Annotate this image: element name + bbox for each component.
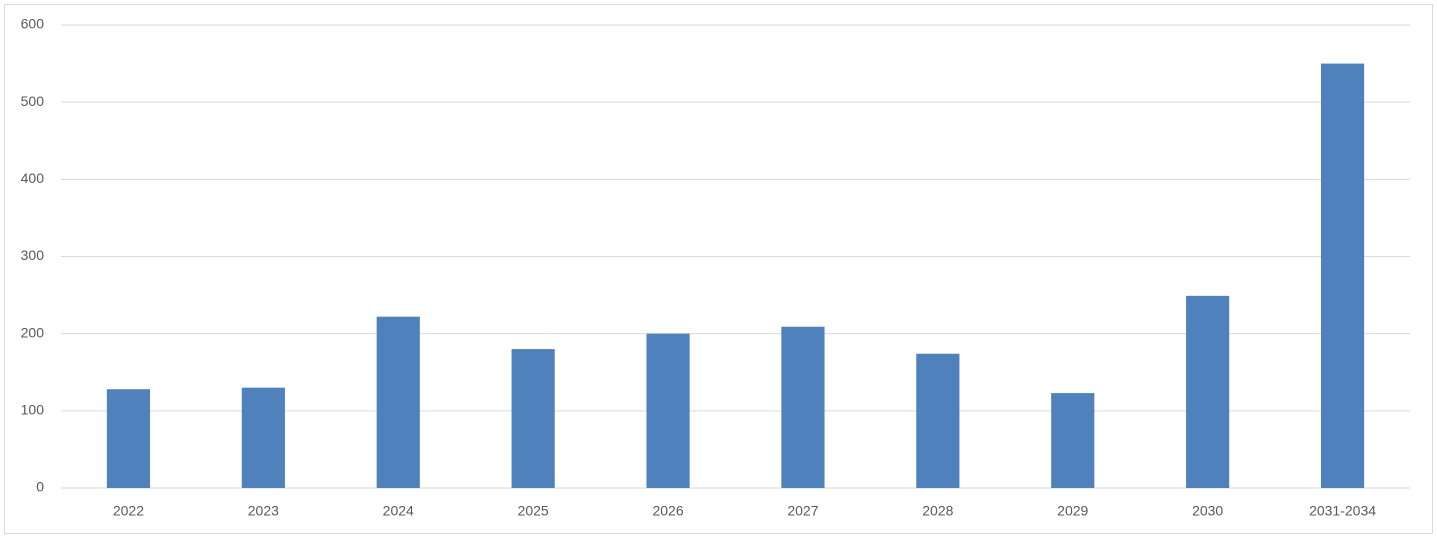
- y-tick-label: 100: [21, 402, 45, 418]
- y-tick-label: 400: [21, 170, 45, 186]
- bar: [511, 349, 555, 488]
- y-tick-label: 500: [21, 93, 45, 109]
- bar: [781, 326, 825, 488]
- bar: [376, 316, 420, 488]
- x-tick-label: 2022: [113, 503, 144, 519]
- x-tick-label: 2031-2034: [1309, 503, 1376, 519]
- x-tick-label: 2024: [383, 503, 414, 519]
- y-tick-label: 0: [36, 479, 44, 495]
- x-tick-label: 2023: [248, 503, 279, 519]
- x-tick-label: 2027: [787, 503, 818, 519]
- bar: [646, 333, 690, 488]
- bar: [1186, 295, 1230, 488]
- y-tick-label: 300: [21, 247, 45, 263]
- y-tick-label: 600: [21, 16, 45, 32]
- bar: [1320, 63, 1365, 488]
- x-tick-label: 2028: [922, 503, 953, 519]
- x-tick-label: 2030: [1192, 503, 1223, 519]
- bar: [241, 387, 285, 488]
- bar: [916, 353, 960, 488]
- bar: [106, 389, 151, 488]
- x-tick-label: 2029: [1057, 503, 1088, 519]
- x-tick-label: 2025: [518, 503, 549, 519]
- y-tick-label: 200: [21, 324, 45, 340]
- x-tick-label: 2026: [652, 503, 683, 519]
- bar: [1051, 393, 1095, 488]
